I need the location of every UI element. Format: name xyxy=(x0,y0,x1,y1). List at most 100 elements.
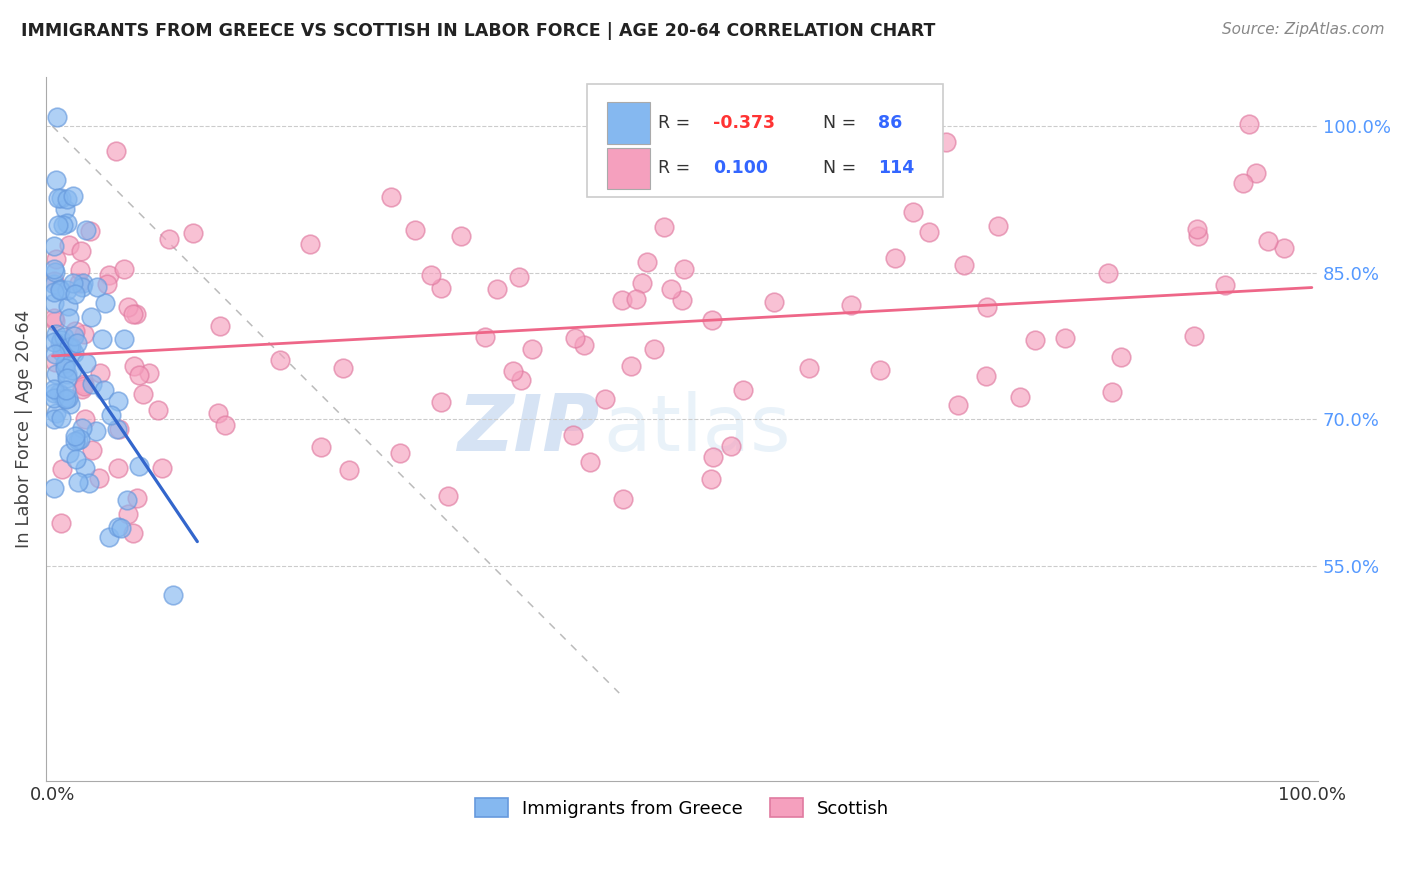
Point xyxy=(935,135,957,149)
Point xyxy=(897,136,920,151)
Point xyxy=(700,473,723,487)
Point xyxy=(115,493,138,508)
Point xyxy=(46,190,69,204)
Point xyxy=(44,481,66,495)
Point xyxy=(112,333,135,347)
Point xyxy=(51,461,73,475)
Point xyxy=(1244,166,1267,180)
Point xyxy=(1187,222,1209,236)
Point xyxy=(87,470,110,484)
Point xyxy=(46,218,69,232)
Y-axis label: In Labor Force | Age 20-64: In Labor Force | Age 20-64 xyxy=(15,310,32,549)
Point xyxy=(107,520,129,534)
Point xyxy=(60,362,83,376)
Point xyxy=(561,428,583,442)
FancyBboxPatch shape xyxy=(607,103,651,144)
Point xyxy=(1232,176,1254,190)
Point xyxy=(643,343,665,357)
Point xyxy=(209,318,232,333)
Point xyxy=(121,525,143,540)
Point xyxy=(183,227,205,241)
Text: 86: 86 xyxy=(877,114,903,132)
Point xyxy=(56,299,79,313)
Point xyxy=(84,424,107,438)
Point xyxy=(55,192,77,206)
Point xyxy=(55,392,77,406)
Point xyxy=(44,355,66,369)
Point xyxy=(91,332,114,346)
Point xyxy=(437,489,460,503)
Point xyxy=(132,387,155,401)
Point xyxy=(79,476,101,491)
Point xyxy=(610,293,633,308)
Point xyxy=(1109,350,1132,364)
Point xyxy=(56,368,79,382)
Point xyxy=(110,521,132,535)
Point xyxy=(762,294,785,309)
Point xyxy=(952,259,974,273)
FancyBboxPatch shape xyxy=(586,85,943,197)
Point xyxy=(72,326,94,341)
Point xyxy=(620,359,643,374)
Point xyxy=(72,277,94,291)
Point xyxy=(380,189,402,203)
Point xyxy=(42,412,65,426)
Point xyxy=(94,296,117,310)
Point xyxy=(389,446,412,460)
Point xyxy=(124,307,146,321)
Point xyxy=(700,313,723,327)
Point xyxy=(55,216,77,230)
Point xyxy=(52,218,75,232)
Point xyxy=(73,377,96,392)
Point xyxy=(44,265,66,279)
Text: R =: R = xyxy=(658,114,690,132)
Point xyxy=(58,340,80,354)
Point xyxy=(62,329,84,343)
Point xyxy=(612,491,634,506)
Point xyxy=(53,360,76,375)
Text: ZIP: ZIP xyxy=(457,392,599,467)
Point xyxy=(117,300,139,314)
Point xyxy=(49,333,72,347)
Point xyxy=(44,274,66,288)
Point xyxy=(69,276,91,290)
Point xyxy=(1187,228,1209,243)
Point xyxy=(841,297,863,311)
Point xyxy=(55,383,77,397)
Point xyxy=(42,335,65,350)
Point xyxy=(62,276,84,290)
Point xyxy=(125,491,148,505)
Point xyxy=(1272,241,1295,255)
Point xyxy=(1237,117,1260,131)
Point xyxy=(787,128,810,143)
Point xyxy=(1257,234,1279,248)
Point xyxy=(45,326,67,341)
Point xyxy=(502,364,524,378)
Point xyxy=(578,455,600,469)
Point xyxy=(45,173,67,187)
Point xyxy=(105,145,128,159)
Point xyxy=(58,311,80,326)
Point xyxy=(162,588,184,602)
Point xyxy=(80,442,103,457)
Point xyxy=(89,366,111,380)
Point xyxy=(42,262,65,277)
Point xyxy=(53,392,76,406)
Point xyxy=(42,285,65,300)
Point xyxy=(128,458,150,473)
Point xyxy=(564,331,586,345)
Point xyxy=(75,356,97,370)
Point xyxy=(652,219,675,234)
Point xyxy=(1213,277,1236,292)
Point xyxy=(45,110,67,124)
Point xyxy=(869,363,891,377)
Point xyxy=(450,229,472,244)
Point xyxy=(44,313,66,327)
Point xyxy=(797,361,820,376)
Point xyxy=(986,219,1008,233)
Point xyxy=(96,277,118,292)
Point xyxy=(66,475,89,489)
Point xyxy=(49,335,72,350)
Point xyxy=(98,268,121,283)
Point xyxy=(474,329,496,343)
